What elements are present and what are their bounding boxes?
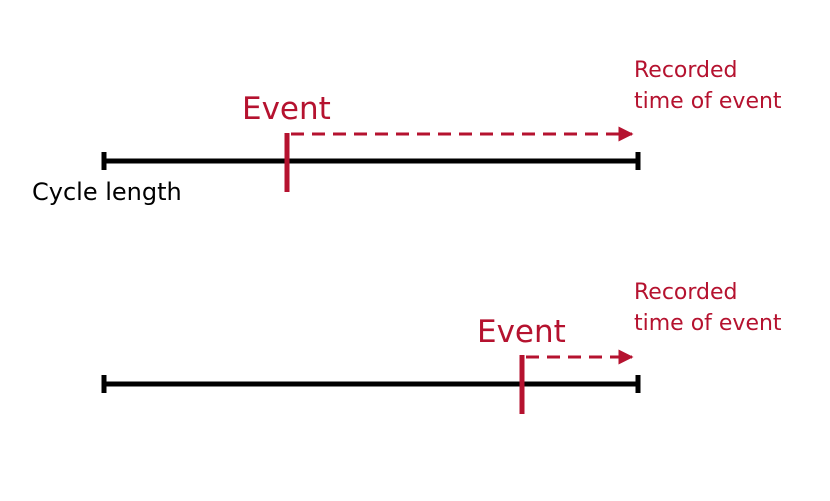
bottom-recorded-label-line1: Recorded [634, 280, 738, 305]
bottom-panel: Event Recorded time of event [101, 280, 782, 414]
bottom-event-label: Event [477, 314, 566, 350]
top-recorded-label-line2: time of event [634, 89, 782, 114]
top-event-label: Event [242, 91, 331, 127]
bottom-recorded-label-line2: time of event [634, 311, 782, 336]
cycle-length-label: Cycle length [32, 178, 182, 206]
top-recorded-label-line1: Recorded [634, 58, 738, 83]
top-panel: Event Recorded time of event Cycle lengt… [32, 58, 782, 206]
